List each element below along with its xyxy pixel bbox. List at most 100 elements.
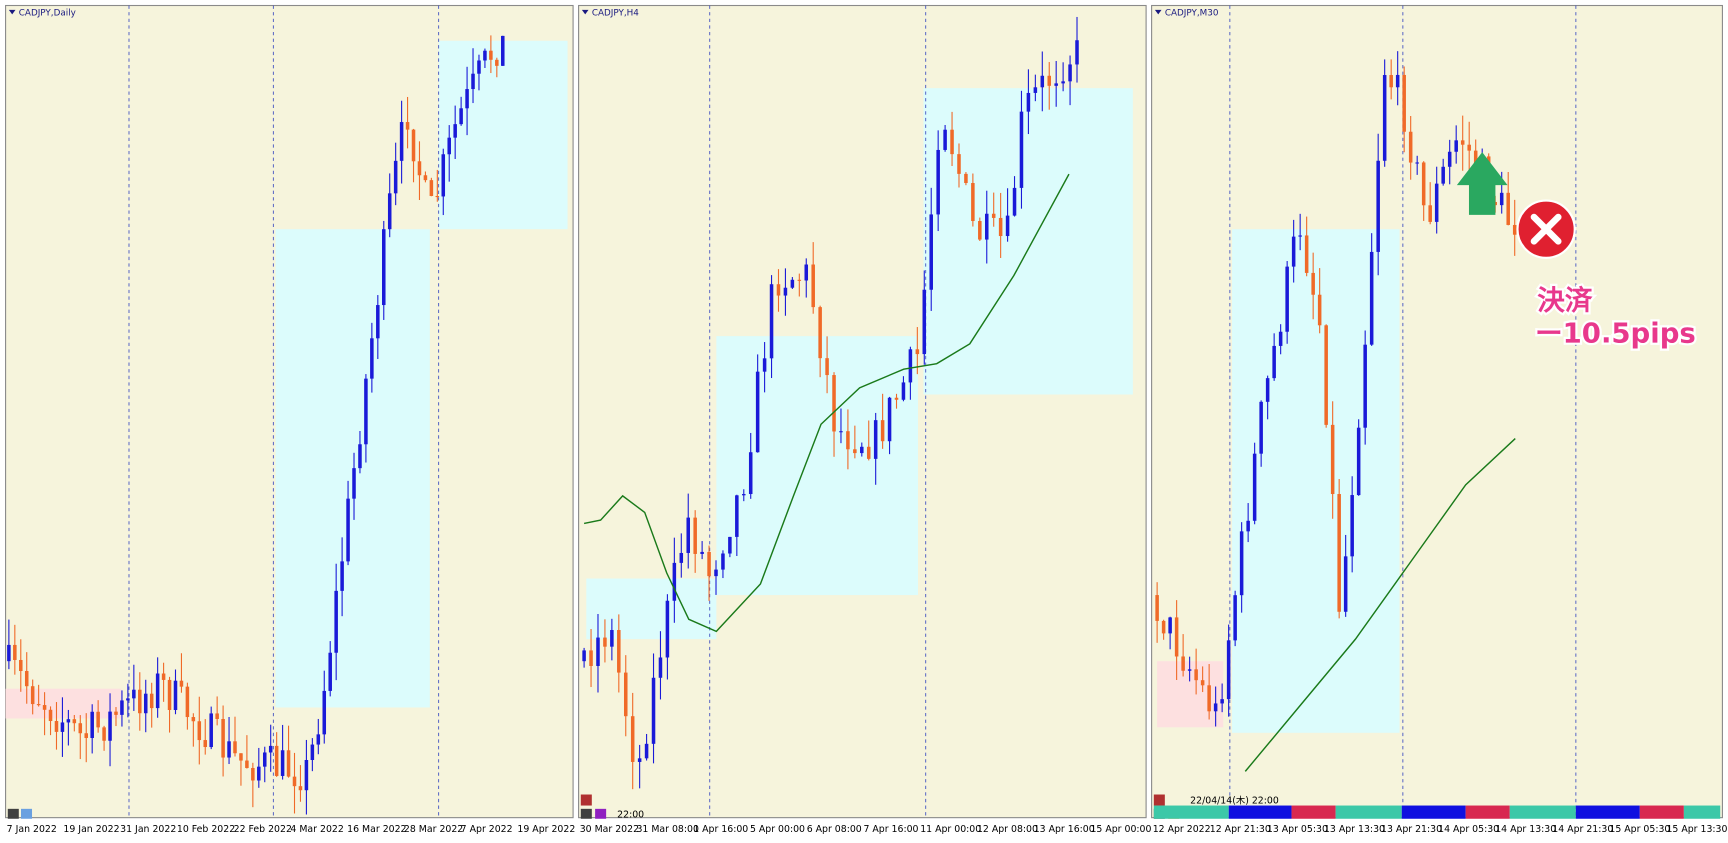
candle-body [108,711,112,741]
x-axis-label: 7 Jan 2022 [7,824,57,835]
candle-body [1272,345,1276,379]
x-axis-label: 7 Apr 2022 [461,824,513,835]
candle-body [790,279,795,288]
candle-body [971,183,975,222]
candle-body [501,35,505,66]
candle-body [203,740,208,748]
candle-body [268,745,273,753]
candle-body [358,444,362,469]
candle-body [1200,680,1205,686]
candle-body [1415,162,1419,164]
x-axis-label: 1 Apr 16:00 [693,824,748,835]
candle-body [370,338,374,379]
candle-body [352,468,356,499]
x-axis-label: 11 Apr 00:00 [920,824,981,835]
session-strip [1228,805,1292,819]
candle-body [866,446,871,459]
candle-body [880,420,885,442]
candle-body [1428,205,1432,222]
candle-body [340,561,344,591]
x-axis-label: 22 Feb 2022 [234,824,292,835]
candle-body [617,630,621,673]
candle-body [832,375,836,432]
candle-body [693,517,697,554]
tool-icon [580,808,592,819]
moving-average [583,173,1070,633]
candle-body [393,160,398,194]
session-strip [1153,805,1229,819]
candle-body [138,689,142,714]
x-axis-label: 19 Jan 2022 [63,824,119,835]
candle-body [998,217,1003,237]
candle-body [489,50,493,60]
session-strip [1465,805,1510,819]
candle-body [936,149,940,215]
candle-body [658,657,663,678]
candle-body [1298,235,1302,237]
tool-icon [21,808,33,819]
tool-icon [595,808,607,819]
x-axis-label: 6 Apr 08:00 [807,824,862,835]
x-axis-label: 13 Apr 05:30 [1267,824,1328,835]
session-strip [1291,805,1336,819]
candle-body [873,420,878,459]
candle-body [42,705,47,710]
candle-body [1005,215,1010,237]
candle-body [1324,325,1328,425]
x-axis-label: 14 Apr 05:30 [1438,824,1499,835]
candle-body [769,284,774,359]
candle-body [707,551,711,577]
candle-body [1161,620,1166,634]
candle-body [1213,703,1218,712]
candle-body [1382,75,1387,161]
x-axis-label: 15 Apr 05:30 [1609,824,1670,835]
candle-body [286,750,291,777]
candle-body [423,175,428,181]
candle-body [811,264,815,308]
candle-body [1181,656,1185,671]
x-axis-label: 7 Apr 16:00 [863,824,918,835]
candle-body [114,711,118,715]
candle-body [66,719,71,723]
candle-body [582,650,586,662]
candle-body [96,711,100,728]
annotation-line1: 決済 [1537,285,1593,317]
candle-body [1246,520,1250,532]
session-strip [1683,805,1721,819]
candle-body [735,495,739,537]
overlay: 決済 ー10.5pips [1456,152,1698,352]
candle-body [24,671,29,687]
session-strip [1335,805,1402,819]
candle-body [54,721,59,732]
candle-body [1054,83,1058,86]
candle-body [700,551,704,554]
candle-body [239,753,243,761]
candle-body [679,552,684,563]
candle-body [1174,617,1179,657]
x-axis-label: 16 Mar 2022 [347,824,406,835]
candle-body [623,672,628,717]
candle-body [1061,81,1065,84]
candle-body [644,743,649,759]
candle-body [860,446,864,454]
candle-body [483,50,487,61]
title-marker [581,9,589,15]
candle-body [1356,427,1361,496]
candle-body [1187,669,1192,671]
candle-body [495,59,499,66]
candle-body [1506,192,1510,225]
candle-body [672,562,677,601]
candle-body [1252,453,1257,521]
candle-body [762,358,767,372]
x-axis-label: 13 Apr 16:00 [1034,824,1095,835]
candle-body [1447,151,1452,167]
candle-body [596,637,600,666]
candle-body [411,129,416,162]
candle-body [48,709,53,722]
x-axis-label: 12 Apr 21:30 [1210,824,1271,835]
candle-body [797,279,802,281]
close-x [1530,213,1562,245]
candle-body [1220,699,1224,704]
candle-body [280,750,285,776]
